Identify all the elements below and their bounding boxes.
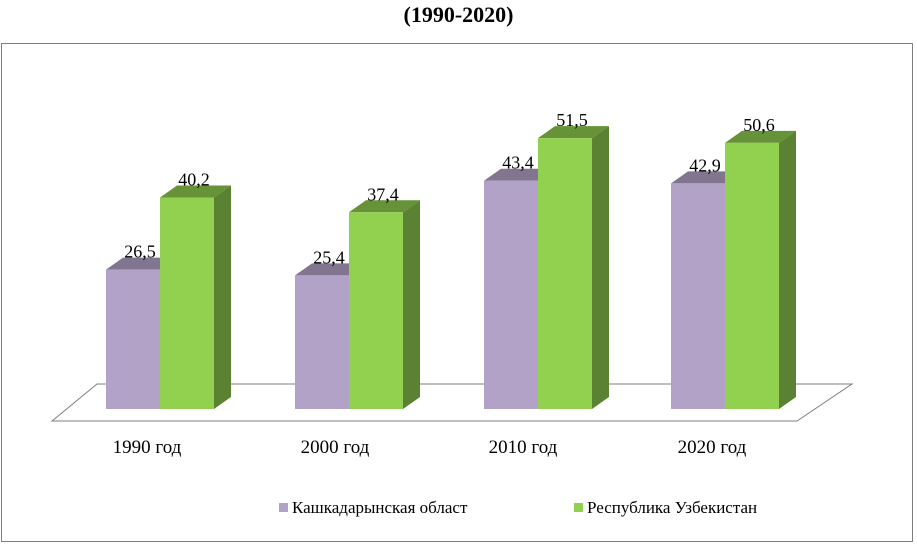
x-tick-label: 1990 год [113,437,182,458]
legend-swatch [574,503,583,512]
bar-front [160,197,214,409]
bar-top [484,168,555,181]
legend-item-2: Республика Узбекистан [574,498,757,517]
bar-front [106,269,160,409]
chart-title: (1990-2020) [403,2,514,27]
labels-layer: 26,5 40,2 1990 год 25,4 37,4 2000 год 43,4 51,5… [113,110,775,458]
bar-front [484,180,538,409]
bar-front [538,138,592,410]
bars-layer [106,126,796,410]
bar-side [403,200,420,409]
data-label: 42,9 [689,155,721,175]
bar-top [538,126,609,139]
x-tick-label: 2020 год [678,437,747,458]
bar-side [214,185,231,409]
legend-label: Кашкадарынская област [292,498,468,517]
x-tick-label: 2000 год [301,437,370,458]
bar-2-3 [538,126,609,410]
bar-2-1 [160,185,231,409]
x-tick-label: 2010 год [489,437,558,458]
data-label: 26,5 [124,242,156,262]
data-label: 40,2 [178,170,210,190]
data-label: 37,4 [367,184,399,204]
data-label: 50,6 [743,115,775,135]
data-label: 43,4 [502,153,534,173]
chart-frame [1,43,913,542]
bar-top [160,185,231,198]
bar-2-4 [725,130,796,409]
legend-swatch [279,503,288,512]
bar-side [779,130,796,409]
bar-top [295,263,366,276]
bar-side [592,126,609,410]
legend-item-1: Кашкадарынская област [279,498,468,517]
data-label: 25,4 [313,247,345,267]
bar-front [295,275,349,409]
bar-top [725,130,796,143]
legend: Кашкадарынская област Республика Узбекист… [279,498,757,517]
bar-top [349,200,420,213]
chart-floor [50,383,854,422]
bar-front [349,212,403,409]
bar-top [671,171,742,184]
data-label: 51,5 [556,110,588,130]
bar-2-2 [349,200,420,409]
bar-top [106,257,177,270]
bar-front [725,142,779,409]
legend-label: Республика Узбекистан [587,498,757,517]
bar-front [671,183,725,409]
